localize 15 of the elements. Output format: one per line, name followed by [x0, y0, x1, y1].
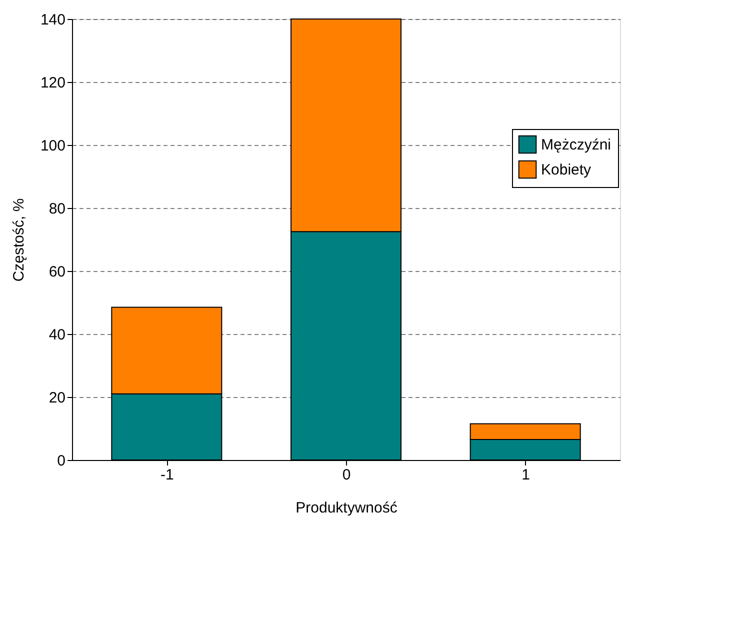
x-tick-label: -1 [160, 466, 174, 484]
y-tick-label: 60 [48, 264, 66, 280]
y-tick-label: 20 [48, 390, 66, 406]
y-axis-title: Częstość, % [10, 198, 28, 282]
y-tick-label: 40 [48, 326, 66, 344]
legend-label: Kobiety [541, 162, 592, 178]
y-tick-label: 0 [57, 452, 66, 470]
y-tick-label: 140 [40, 12, 66, 28]
legend-label: Mężczyźni [541, 136, 612, 154]
x-tick-label: 1 [522, 466, 530, 484]
y-tick-label: 100 [40, 138, 66, 154]
x-tick-label: 0 [342, 466, 351, 484]
x-axis-title: Produktywność [296, 500, 398, 516]
y-tick-label: 80 [48, 200, 66, 218]
y-tick-label: 120 [40, 74, 66, 92]
